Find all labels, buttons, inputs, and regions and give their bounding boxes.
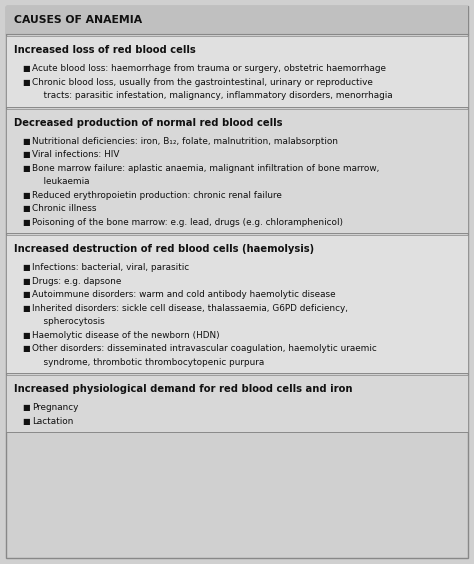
Text: ■: ■ [22,417,29,426]
Text: Other disorders: disseminated intravascular coagulation, haemolytic uraemic: Other disorders: disseminated intravascu… [32,344,377,353]
Text: syndrome, thrombotic thrombocytopenic purpura: syndrome, thrombotic thrombocytopenic pu… [32,358,264,367]
FancyBboxPatch shape [6,6,468,34]
Text: Acute blood loss: haemorrhage from trauma or surgery, obstetric haemorrhage: Acute blood loss: haemorrhage from traum… [32,64,386,73]
FancyBboxPatch shape [6,375,468,432]
Text: Poisoning of the bone marrow: e.g. lead, drugs (e.g. chloramphenicol): Poisoning of the bone marrow: e.g. lead,… [32,218,343,227]
Text: ■: ■ [22,191,29,200]
Text: Nutritional deficiencies: iron, B₁₂, folate, malnutrition, malabsorption: Nutritional deficiencies: iron, B₁₂, fol… [32,136,338,146]
Text: Inherited disorders: sickle cell disease, thalassaemia, G6PD deficiency,: Inherited disorders: sickle cell disease… [32,304,348,313]
Text: ■: ■ [22,290,29,299]
Text: Reduced erythropoietin production: chronic renal failure: Reduced erythropoietin production: chron… [32,191,282,200]
Text: ■: ■ [22,263,29,272]
Text: Autoimmune disorders: warm and cold antibody haemolytic disease: Autoimmune disorders: warm and cold anti… [32,290,336,299]
Text: Increased physiological demand for red blood cells and iron: Increased physiological demand for red b… [14,384,353,394]
Text: Chronic illness: Chronic illness [32,204,97,213]
Text: ■: ■ [22,150,29,159]
Text: Viral infections: HIV: Viral infections: HIV [32,150,119,159]
Text: Infections: bacterial, viral, parasitic: Infections: bacterial, viral, parasitic [32,263,189,272]
Text: ■: ■ [22,218,29,227]
Text: ■: ■ [22,277,29,286]
FancyBboxPatch shape [6,108,468,233]
FancyBboxPatch shape [6,6,468,558]
Text: ■: ■ [22,403,29,412]
Text: ■: ■ [22,164,29,173]
Text: ■: ■ [22,78,29,87]
Text: ■: ■ [22,304,29,313]
Text: tracts: parasitic infestation, malignancy, inflammatory disorders, menorrhagia: tracts: parasitic infestation, malignanc… [32,91,392,100]
FancyBboxPatch shape [6,235,468,373]
Text: ■: ■ [22,344,29,353]
Text: Lactation: Lactation [32,417,73,426]
Text: ■: ■ [22,331,29,340]
Text: Bone marrow failure: aplastic anaemia, malignant infiltration of bone marrow,: Bone marrow failure: aplastic anaemia, m… [32,164,379,173]
FancyBboxPatch shape [6,36,468,107]
Text: Haemolytic disease of the newborn (HDN): Haemolytic disease of the newborn (HDN) [32,331,219,340]
Text: Increased destruction of red blood cells (haemolysis): Increased destruction of red blood cells… [14,244,314,254]
Text: spherocytosis: spherocytosis [32,317,105,326]
Text: ■: ■ [22,136,29,146]
Text: leukaemia: leukaemia [32,177,90,186]
Text: Chronic blood loss, usually from the gastrointestinal, urinary or reproductive: Chronic blood loss, usually from the gas… [32,78,373,87]
Text: Decreased production of normal red blood cells: Decreased production of normal red blood… [14,117,283,127]
Text: Pregnancy: Pregnancy [32,403,78,412]
Text: ■: ■ [22,204,29,213]
Text: ■: ■ [22,64,29,73]
Text: Drugs: e.g. dapsone: Drugs: e.g. dapsone [32,277,121,286]
Text: Increased loss of red blood cells: Increased loss of red blood cells [14,45,196,55]
Text: CAUSES OF ANAEMIA: CAUSES OF ANAEMIA [14,15,142,25]
